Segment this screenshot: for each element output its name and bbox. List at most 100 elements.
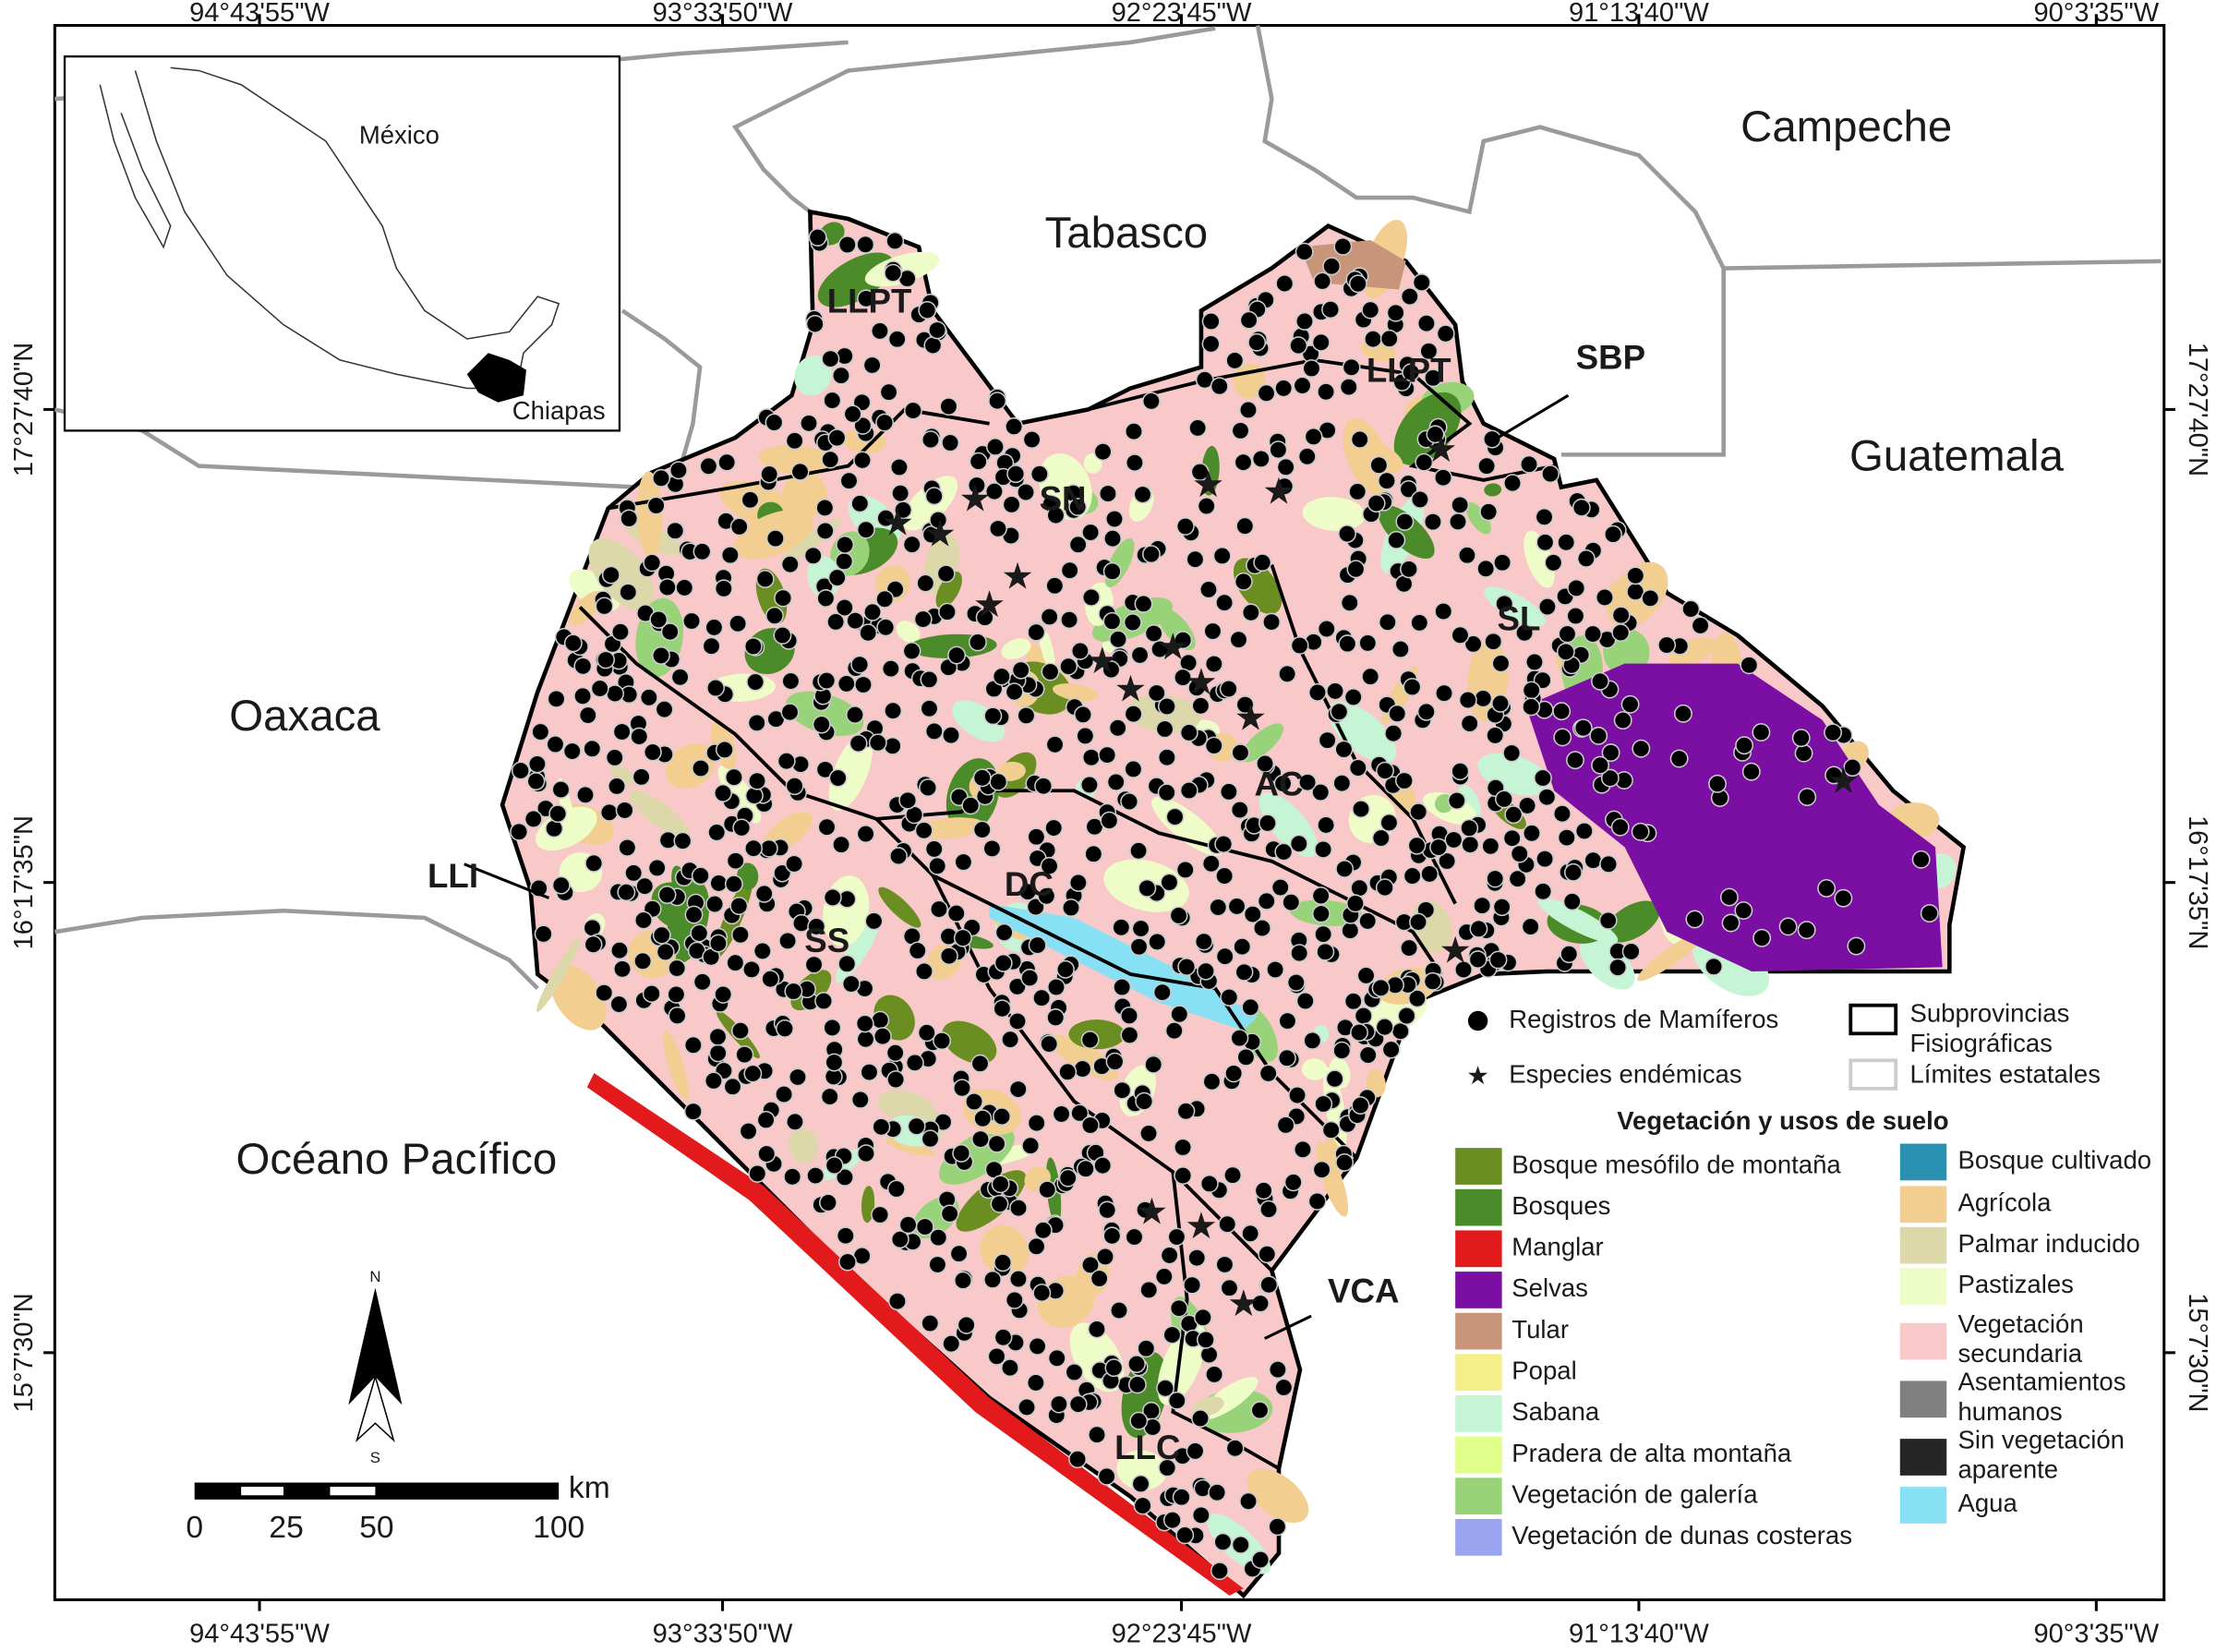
record-point — [1022, 430, 1042, 449]
vegetation-patch — [1302, 497, 1366, 531]
record-point — [1584, 850, 1603, 870]
record-point — [881, 659, 900, 679]
record-point — [1560, 945, 1579, 964]
vegetation-patch — [663, 1031, 689, 1100]
record-point — [1400, 287, 1419, 306]
record-point — [778, 931, 798, 950]
record-point — [1215, 866, 1234, 886]
record-point — [817, 671, 837, 690]
record-point — [765, 413, 784, 432]
record-point — [1458, 546, 1476, 565]
record-point — [850, 1090, 870, 1109]
record-point — [1021, 1136, 1041, 1155]
vegetation-patch — [1378, 505, 1435, 560]
record-point — [1553, 728, 1572, 747]
legend-swatch — [1899, 1439, 1947, 1476]
record-point — [1018, 882, 1038, 901]
record-point — [708, 1043, 728, 1063]
record-point — [1169, 906, 1188, 925]
record-point — [1313, 271, 1332, 291]
record-point — [743, 637, 763, 656]
record-point — [1049, 1394, 1068, 1414]
record-point — [1147, 683, 1166, 703]
legend-label: Sin vegetación — [1957, 1425, 2125, 1453]
record-point — [1567, 578, 1586, 597]
record-point — [1403, 678, 1422, 696]
record-point — [1239, 1491, 1258, 1511]
record-point — [846, 611, 865, 631]
record-point — [988, 392, 1007, 411]
record-point — [820, 1087, 839, 1106]
state-boundary — [1560, 268, 1726, 457]
record-point — [707, 823, 727, 842]
record-point — [1236, 1047, 1256, 1067]
record-point — [643, 742, 662, 762]
region-label: SS — [804, 922, 849, 959]
record-point — [889, 847, 908, 866]
record-point — [827, 568, 847, 587]
record-point — [1361, 667, 1380, 686]
record-point — [1520, 454, 1538, 474]
record-point — [1026, 1373, 1045, 1393]
record-point — [1566, 751, 1584, 770]
record-point — [1098, 745, 1117, 765]
record-point — [967, 476, 986, 495]
record-point — [992, 667, 1011, 686]
record-point — [1008, 1012, 1027, 1031]
record-point — [903, 401, 922, 420]
record-point — [608, 777, 626, 796]
record-point — [790, 462, 810, 481]
record-point — [1303, 1031, 1322, 1050]
record-point — [615, 801, 634, 820]
record-point — [825, 1053, 844, 1072]
bottom-axis-label: 90°3'35"W — [2034, 1619, 2160, 1648]
record-point — [1020, 969, 1040, 987]
legend-label: Pastizales — [1957, 1270, 2073, 1298]
record-point — [742, 959, 761, 979]
record-point — [1346, 560, 1366, 579]
record-point — [1535, 507, 1554, 526]
record-point — [1231, 743, 1250, 763]
record-point — [1262, 612, 1282, 632]
record-point — [1474, 689, 1493, 708]
vegetation-patch — [794, 355, 832, 396]
place-label: Campeche — [1740, 102, 1952, 151]
endemic-star: ★ — [923, 514, 957, 555]
record-point — [1326, 681, 1344, 701]
record-point — [1463, 634, 1483, 654]
record-point — [804, 955, 824, 974]
record-point — [1205, 1365, 1224, 1384]
record-point — [1251, 1550, 1271, 1569]
record-point — [929, 1228, 948, 1248]
legend-label: aparente — [1957, 1455, 2058, 1484]
record-point — [1484, 632, 1503, 651]
record-point — [885, 1043, 905, 1063]
record-point — [1400, 938, 1419, 958]
record-point — [1307, 683, 1327, 702]
record-point — [1011, 660, 1030, 680]
record-point — [1384, 724, 1403, 743]
vegetation-patch — [628, 790, 690, 838]
record-point — [1218, 1214, 1237, 1234]
endemic-star: ★ — [1185, 662, 1218, 703]
record-point — [1130, 645, 1150, 665]
record-point — [757, 1144, 777, 1164]
endemic-star: ★ — [1157, 627, 1190, 668]
endemic-star: ★ — [973, 585, 1006, 625]
endemic-star: ★ — [1262, 472, 1295, 512]
record-point — [832, 366, 850, 385]
record-point — [748, 771, 766, 790]
vegetation-patch — [828, 733, 873, 811]
record-point — [1350, 430, 1369, 449]
record-point — [1352, 800, 1370, 819]
record-point — [1120, 1025, 1139, 1044]
legend-label: Registros de Mamíferos — [1509, 1005, 1778, 1033]
endemic-star: ★ — [1114, 669, 1148, 710]
record-point — [1451, 625, 1470, 645]
record-point — [933, 1031, 952, 1051]
legend-label: Selvas — [1511, 1273, 1588, 1302]
record-point — [1123, 613, 1142, 632]
record-point — [576, 785, 595, 804]
mangrove-strip — [586, 1073, 1244, 1596]
record-point — [1225, 1439, 1245, 1458]
